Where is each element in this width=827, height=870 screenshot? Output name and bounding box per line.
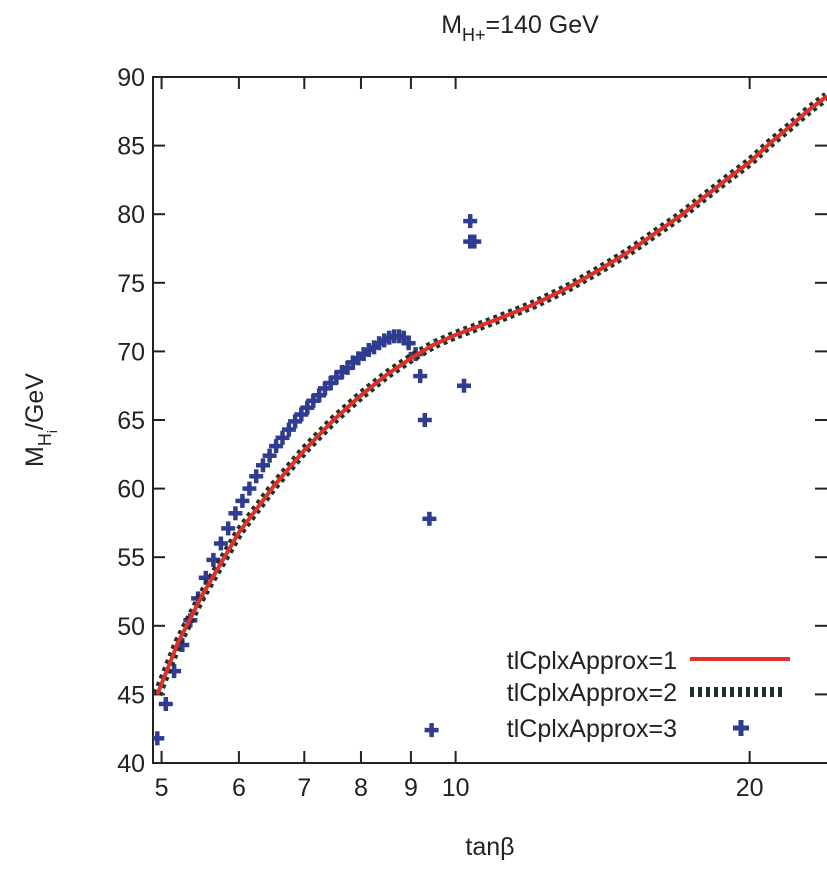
data-point — [158, 697, 173, 711]
x-tick-label: 9 — [404, 774, 418, 802]
series-1-line — [155, 94, 827, 696]
data-point — [281, 422, 296, 437]
data-point — [467, 234, 482, 249]
x-tick-label: 5 — [155, 774, 169, 802]
data-point — [228, 506, 243, 521]
data-point — [275, 430, 290, 445]
data-point — [424, 723, 439, 738]
data-point — [242, 481, 257, 496]
legend-label-1: tlCplxApprox=1 — [507, 647, 677, 675]
x-tick-label: 8 — [354, 774, 368, 802]
y-tick-label: 85 — [117, 133, 145, 161]
data-point — [457, 378, 471, 393]
data-point — [153, 731, 165, 746]
y-tick-label: 80 — [117, 201, 145, 229]
data-point — [262, 448, 277, 463]
x-axis: 5 6 7 8 9 10 20 — [155, 77, 764, 802]
x-tick-label: 20 — [736, 774, 764, 802]
y-tick-label: 50 — [117, 613, 145, 641]
data-point — [221, 521, 236, 536]
y-axis: 40 45 50 55 60 65 70 75 80 85 90 — [117, 64, 827, 778]
y-tick-label: 65 — [117, 407, 145, 435]
y-tick-label: 70 — [117, 338, 145, 366]
x-tick-label: 6 — [232, 774, 246, 802]
data-point — [235, 493, 250, 508]
series-2-line — [153, 92, 827, 697]
data-point — [256, 458, 270, 473]
series-layer — [153, 92, 827, 746]
y-tick-label: 75 — [117, 270, 145, 298]
data-point — [269, 439, 284, 454]
y-axis-title-group: MHi/GeV — [21, 373, 60, 467]
data-point — [213, 536, 228, 551]
data-point — [401, 336, 416, 351]
data-point — [463, 214, 478, 229]
y-axis-title: MHi/GeV — [21, 373, 60, 467]
y-tick-label: 60 — [117, 476, 145, 504]
data-point — [413, 369, 428, 384]
data-point — [249, 469, 264, 484]
y-tick-label: 90 — [117, 64, 145, 92]
x-tick-label: 7 — [297, 774, 311, 802]
x-axis-title: tanβ — [465, 833, 514, 861]
series-3-markers — [153, 214, 482, 746]
x-tick-label: 10 — [442, 774, 470, 802]
y-tick-label: 40 — [117, 750, 145, 778]
chart-title: MH+=140 GeV — [441, 11, 599, 45]
data-point — [417, 413, 432, 427]
legend-swatch-3 — [733, 720, 749, 736]
legend-label-2: tlCplxApprox=2 — [507, 679, 677, 707]
data-point — [422, 511, 437, 526]
legend-label-3: tlCplxApprox=3 — [507, 715, 677, 743]
y-tick-label: 55 — [117, 544, 145, 572]
legend: tlCplxApprox=1 tlCplxApprox=2 tlCplxAppr… — [507, 647, 790, 743]
y-tick-label: 45 — [117, 681, 145, 709]
